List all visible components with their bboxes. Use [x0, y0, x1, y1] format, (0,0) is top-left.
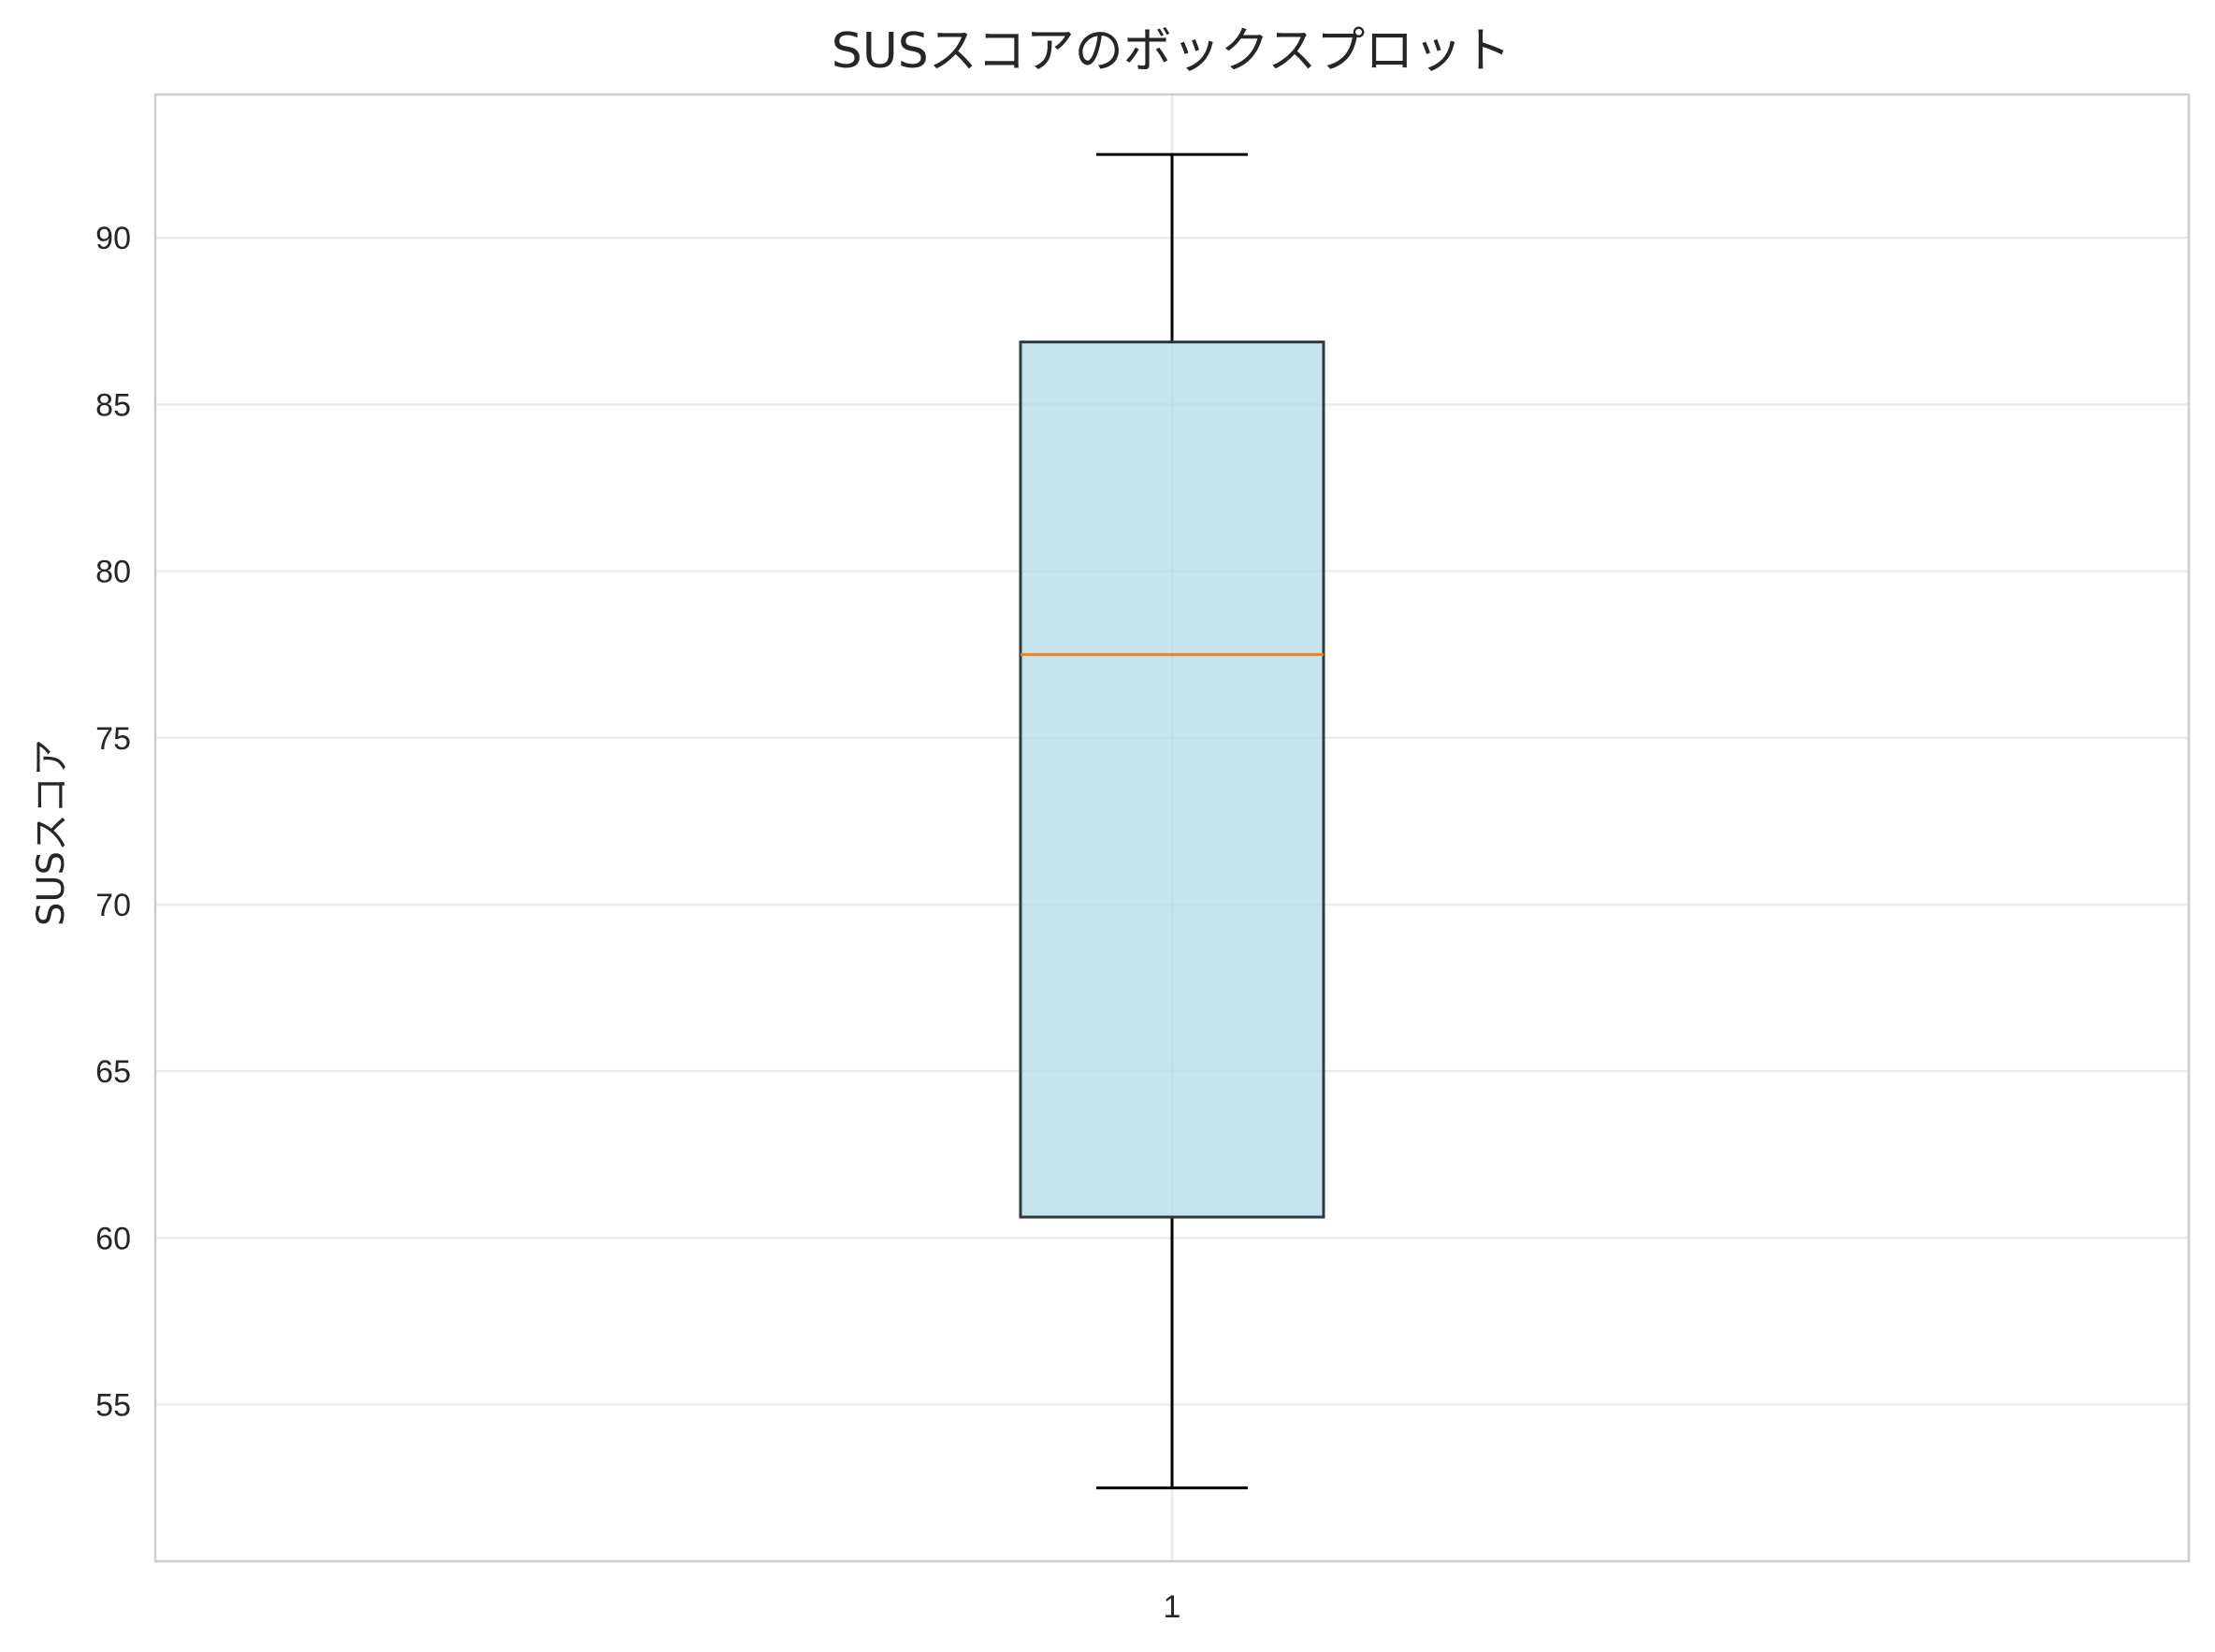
- y-tick-label: 70: [95, 888, 131, 923]
- plot-area: 55 60 65 70 75 80 85 90 1: [95, 93, 2191, 1625]
- y-tick-label: 75: [95, 721, 131, 757]
- axes-frame: [153, 93, 2191, 1563]
- x-tick-label: 1: [1164, 1589, 1181, 1625]
- y-tick-label: 55: [95, 1388, 131, 1424]
- y-axis-label: SUSスコア: [30, 739, 73, 926]
- y-tick-label: 65: [95, 1054, 131, 1090]
- y-tick-label: 85: [95, 387, 131, 423]
- chart-title: SUSスコアのボックスプロット: [832, 23, 1512, 80]
- y-tick-label: 80: [95, 555, 131, 590]
- y-tick-label: 60: [95, 1221, 131, 1256]
- y-tick-label: 90: [95, 221, 131, 256]
- iqr-box: [1019, 341, 1325, 1219]
